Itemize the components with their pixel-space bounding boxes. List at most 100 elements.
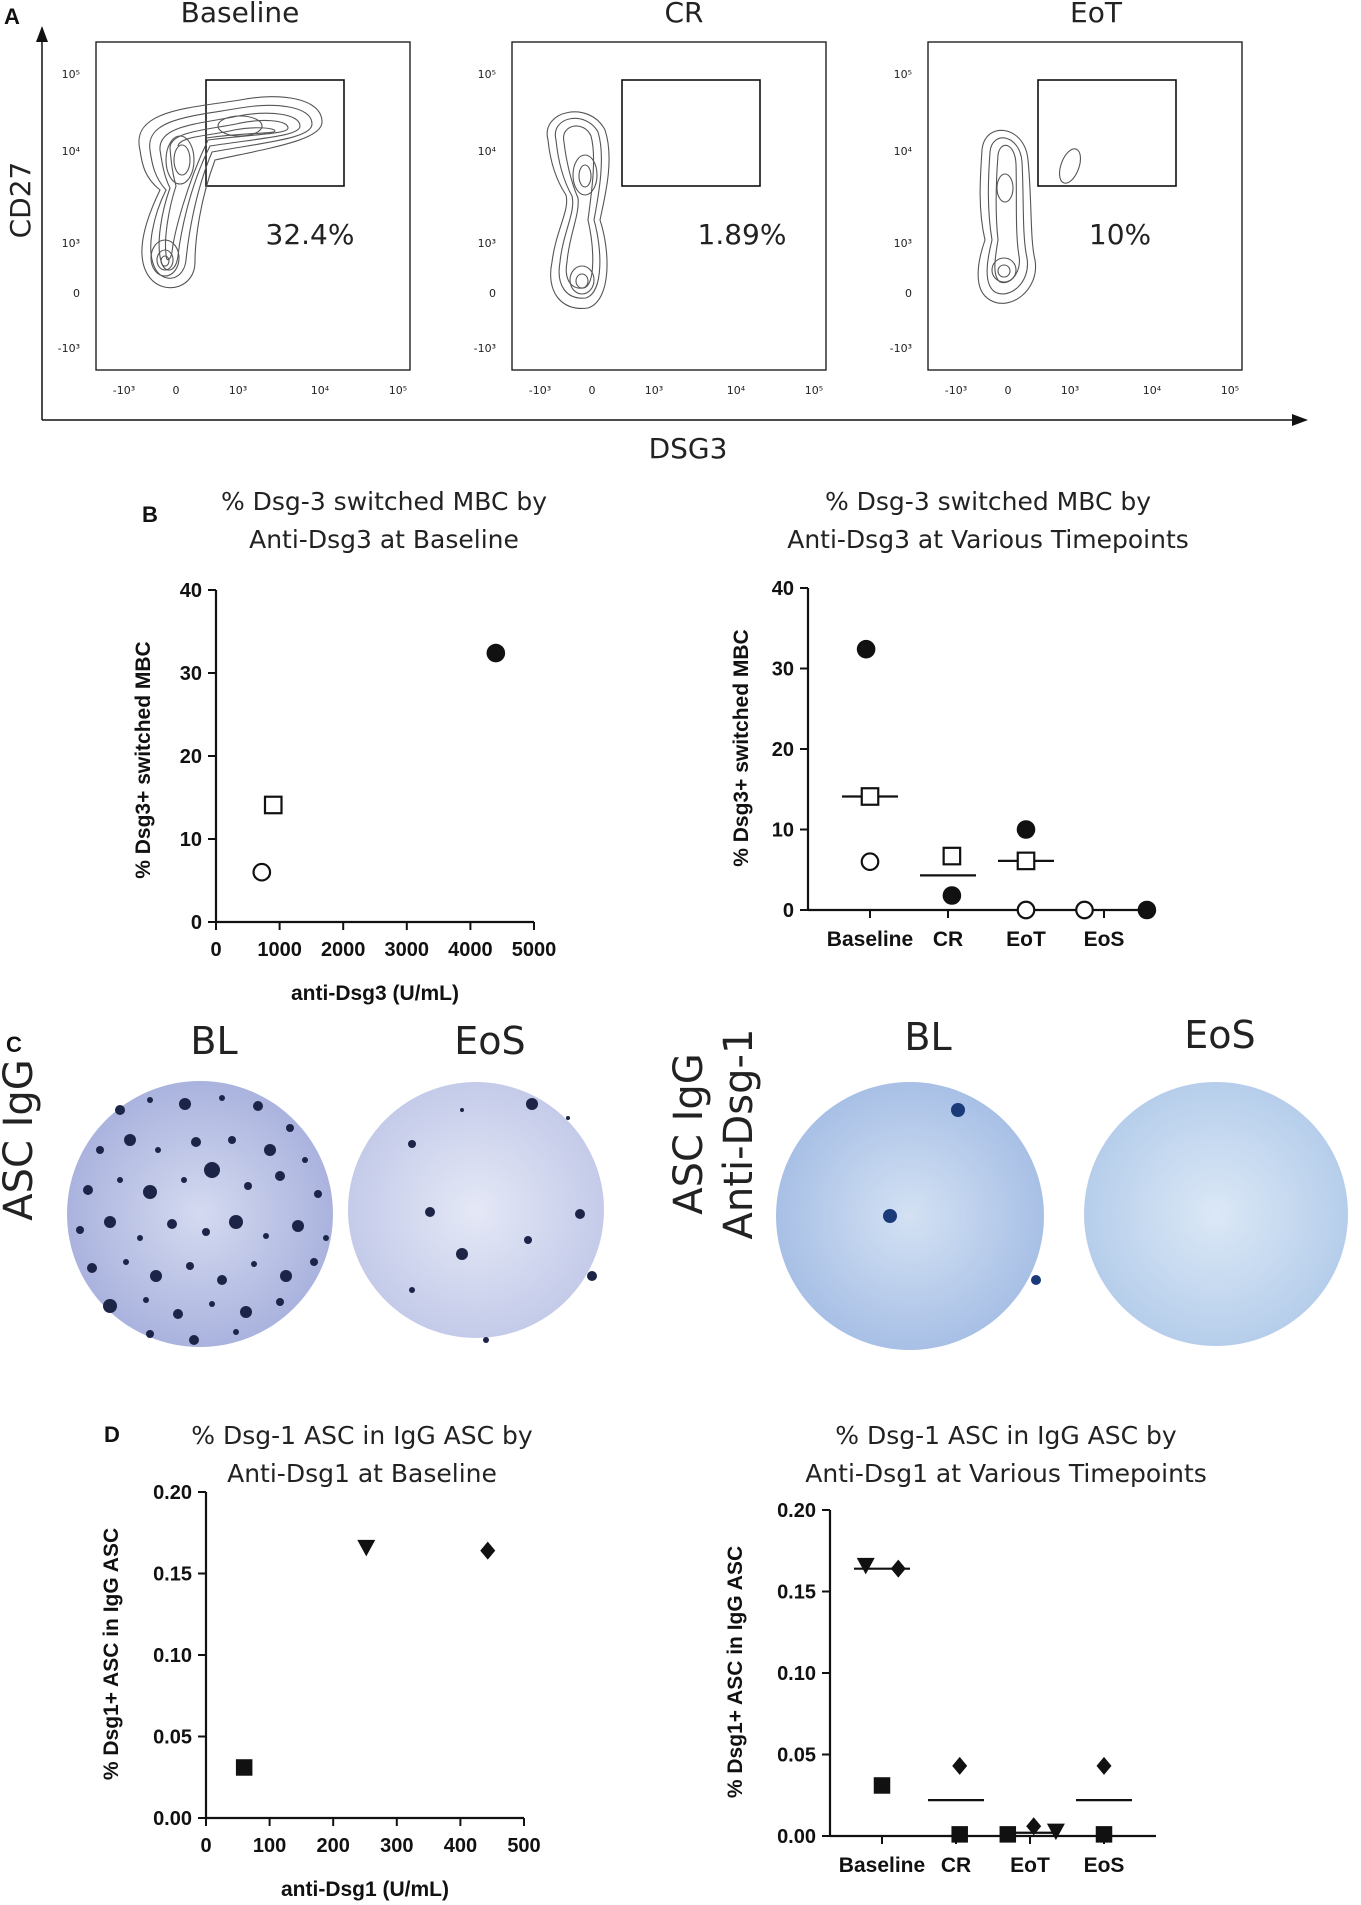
facs-axis-ticks: 10⁵ 10⁴ 10³ 0 -10³ -10³ 0 10³ 10⁴ 10⁵ (474, 68, 824, 397)
y-tick-label: 20 (772, 739, 794, 761)
x-tick-label: 300 (380, 1835, 413, 1857)
panel-c: BL EoS BL EoS ASC IgG ASC IgG Anti-Dsg-1 (0, 1013, 1348, 1350)
facs-gate-box (621, 79, 761, 187)
data-point-open-circle (1016, 900, 1036, 920)
row-label-asc-igg: ASC IgG (666, 1053, 712, 1215)
svg-text:10⁴: 10⁴ (478, 145, 497, 158)
x-tick-label: 400 (444, 1835, 477, 1857)
data-point-filled-diamond (1096, 1756, 1112, 1775)
facs-gate-percent: 10% (1089, 218, 1151, 251)
x-category-label: CR (941, 1854, 971, 1877)
panel-a-y-label: CD27 (4, 162, 37, 239)
y-tick-label: 0.05 (153, 1727, 192, 1749)
elispot-well-dsg1-bl (776, 1082, 1044, 1350)
y-tick-label: 0.10 (153, 1645, 192, 1667)
data-point-filled-square (235, 1759, 253, 1776)
y-tick-label: 40 (772, 578, 794, 600)
data-point-filled-circle (942, 886, 962, 905)
facs-contours (977, 129, 1082, 304)
row-label-anti-dsg1: Anti-Dsg-1 (716, 1029, 762, 1240)
panel-a: A CD27 DSG3 Baseline 32.4% (4, 0, 1308, 465)
data-point-filled-circle (1137, 900, 1157, 920)
y-tick-label: 0.00 (153, 1808, 192, 1830)
svg-text:10⁵: 10⁵ (894, 68, 912, 81)
elispot-well-igg-eos (348, 1082, 604, 1343)
data-point-open-circle (860, 852, 880, 872)
chart-title-line1: % Dsg-3 switched MBC by (221, 487, 547, 516)
facs-plot-cr: CR 1.89% 10⁵ 10⁴ 10³ 0 -10³ -10³ 0 (474, 0, 827, 397)
elispot-spots (408, 1098, 597, 1343)
chart-title-line2: Anti-Dsg1 at Various Timepoints (805, 1459, 1207, 1488)
svg-text:10³: 10³ (62, 237, 80, 250)
data-point-filled-circle (486, 643, 506, 663)
facs-plot-baseline: Baseline 32.4% 10⁵ 10⁴ 10³ 0 (58, 0, 411, 397)
x-tick-label: 2000 (321, 939, 366, 961)
y-axis-label: % Dsg1+ ASC in IgG ASC (724, 1546, 747, 1798)
data-point-filled-triangle-down (856, 1557, 875, 1575)
data-point-open-square (263, 795, 283, 815)
svg-text:10³: 10³ (478, 237, 496, 250)
svg-text:10⁴: 10⁴ (62, 145, 81, 158)
data-point-filled-diamond (890, 1559, 906, 1578)
chart-d-baseline: % Dsg-1 ASC in IgG ASC by Anti-Dsg1 at Ba… (100, 1421, 541, 1901)
facs-plot-frame (927, 41, 1243, 371)
row-label-asc-igg: ASC IgG (0, 1059, 42, 1221)
svg-text:10⁴: 10⁴ (1143, 384, 1162, 397)
facs-gate-percent: 32.4% (266, 218, 355, 251)
elispot-well-dsg1-eos (1084, 1082, 1348, 1346)
x-tick-label: 500 (507, 1835, 540, 1857)
svg-text:-10³: -10³ (58, 342, 80, 355)
facs-plot-title: CR (664, 0, 703, 29)
chart-b-timepoints: % Dsg-3 switched MBC by Anti-Dsg3 at Vari… (730, 487, 1189, 951)
svg-text:10⁵: 10⁵ (478, 68, 496, 81)
y-tick-label: 30 (772, 659, 794, 681)
svg-text:10³: 10³ (1061, 384, 1079, 397)
data-point-open-square (1016, 851, 1036, 871)
facs-gate-box (1037, 79, 1177, 187)
y-axis-label: % Dsg3+ switched MBC (132, 641, 155, 878)
x-tick-label: 0 (210, 939, 221, 961)
svg-text:10⁴: 10⁴ (311, 384, 330, 397)
chart-title-line2: Anti-Dsg3 at Various Timepoints (787, 525, 1189, 554)
x-tick-label: 1000 (257, 939, 302, 961)
data-point-filled-triangle-down (1046, 1823, 1065, 1841)
y-tick-label: 0 (191, 912, 202, 934)
well-header-bl: BL (190, 1019, 237, 1063)
svg-text:10⁴: 10⁴ (727, 384, 746, 397)
facs-plot-title: EoT (1070, 0, 1123, 29)
y-tick-label: 0.05 (777, 1745, 816, 1767)
x-tick-label: 200 (317, 1835, 350, 1857)
x-tick-label: 4000 (448, 939, 493, 961)
svg-text:-10³: -10³ (529, 384, 551, 397)
x-tick-label: 5000 (512, 939, 557, 961)
facs-gate-box (205, 79, 345, 187)
elispot-spots (883, 1103, 1041, 1285)
x-category-label: CR (933, 928, 963, 951)
chart-title-line2: Anti-Dsg3 at Baseline (249, 525, 519, 554)
svg-text:0: 0 (173, 384, 180, 397)
y-tick-label: 0.15 (777, 1582, 816, 1604)
data-point-filled-circle (856, 639, 876, 659)
well-header-bl: BL (904, 1015, 951, 1059)
svg-text:10³: 10³ (645, 384, 663, 397)
y-tick-label: 10 (180, 829, 202, 851)
x-tick-label: 0 (200, 1835, 211, 1857)
elispot-well-igg-bl (67, 1081, 333, 1347)
chart-title-line1: % Dsg-1 ASC in IgG ASC by (835, 1421, 1177, 1450)
data-point-filled-square (1095, 1826, 1113, 1843)
x-category-label: Baseline (839, 1854, 925, 1877)
data-point-open-circle (1075, 900, 1094, 920)
panel-a-y-arrowhead (36, 26, 48, 42)
facs-plot-frame (511, 41, 827, 371)
chart-d-timepoints: % Dsg-1 ASC in IgG ASC by Anti-Dsg1 at Va… (724, 1421, 1207, 1877)
chart-title-line1: % Dsg-1 ASC in IgG ASC by (191, 1421, 533, 1450)
well-header-eos: EoS (454, 1019, 525, 1063)
svg-text:10⁵: 10⁵ (1221, 384, 1239, 397)
data-point-filled-triangle-down (357, 1539, 376, 1557)
y-tick-label: 0.20 (777, 1500, 816, 1522)
data-point-filled-square (873, 1777, 891, 1794)
x-category-label: EoT (1010, 1854, 1050, 1877)
panel-letter-b: B (142, 502, 158, 527)
svg-text:0: 0 (489, 287, 496, 300)
panel-a-x-label: DSG3 (649, 432, 728, 465)
